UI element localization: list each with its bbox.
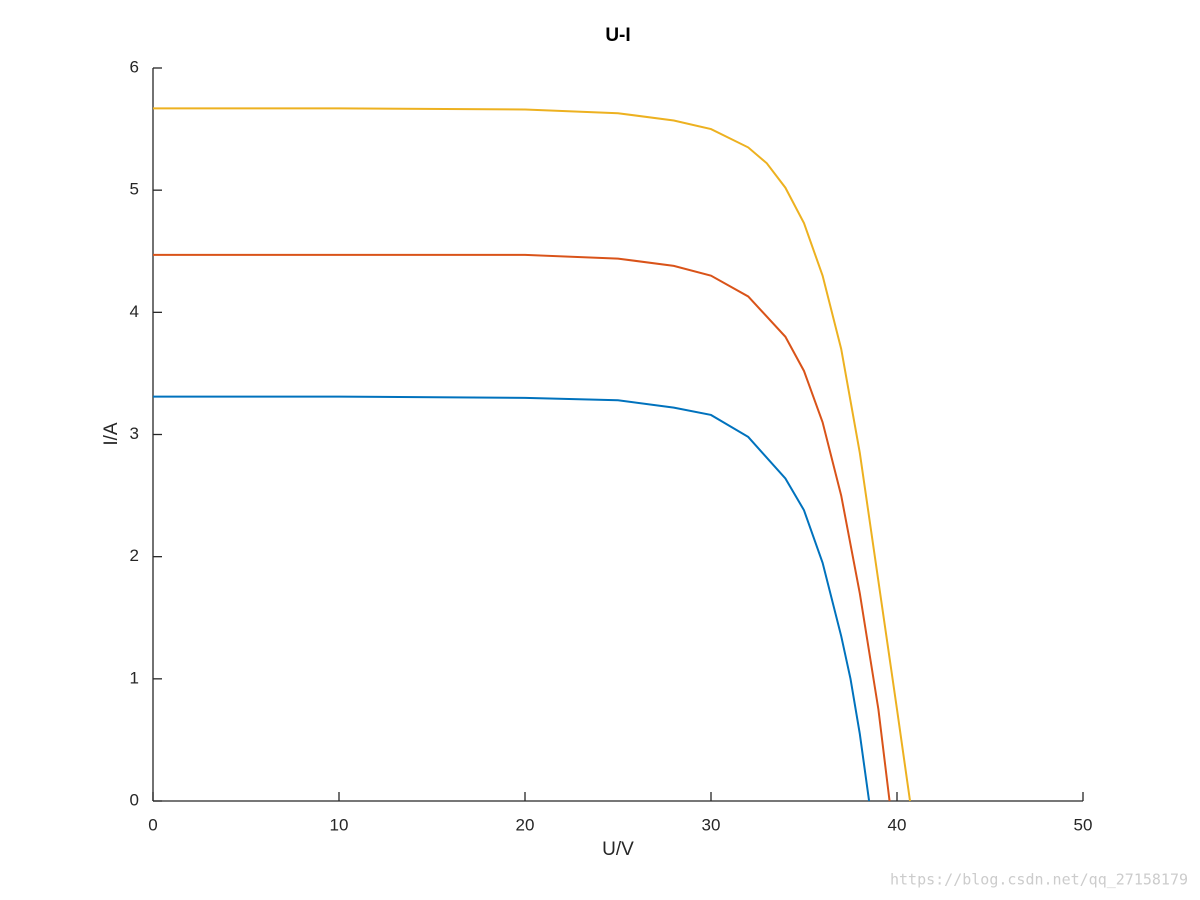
y-tick-label: 6 bbox=[130, 57, 139, 76]
y-tick-label: 4 bbox=[130, 302, 139, 321]
x-tick-label: 40 bbox=[888, 815, 907, 834]
series-line bbox=[153, 395, 871, 802]
x-axis-label: U/V bbox=[602, 839, 634, 860]
y-tick-label: 3 bbox=[130, 424, 139, 443]
y-tick-label: 0 bbox=[130, 790, 139, 809]
x-tick-label: 20 bbox=[516, 815, 535, 834]
chart-title: U-I bbox=[605, 25, 630, 46]
y-axis-label: I/A bbox=[101, 422, 122, 446]
x-tick-label: 10 bbox=[330, 815, 349, 834]
x-tick-label: 30 bbox=[702, 815, 721, 834]
series-line bbox=[153, 107, 912, 802]
watermark: https://blog.csdn.net/qq_27158179 bbox=[890, 871, 1188, 889]
y-tick-label: 5 bbox=[130, 180, 139, 199]
x-tick-label: 50 bbox=[1074, 815, 1093, 834]
x-tick-label: 0 bbox=[148, 815, 157, 834]
series-line bbox=[153, 253, 891, 802]
y-tick-label: 1 bbox=[130, 668, 139, 687]
y-tick-label: 2 bbox=[130, 546, 139, 565]
